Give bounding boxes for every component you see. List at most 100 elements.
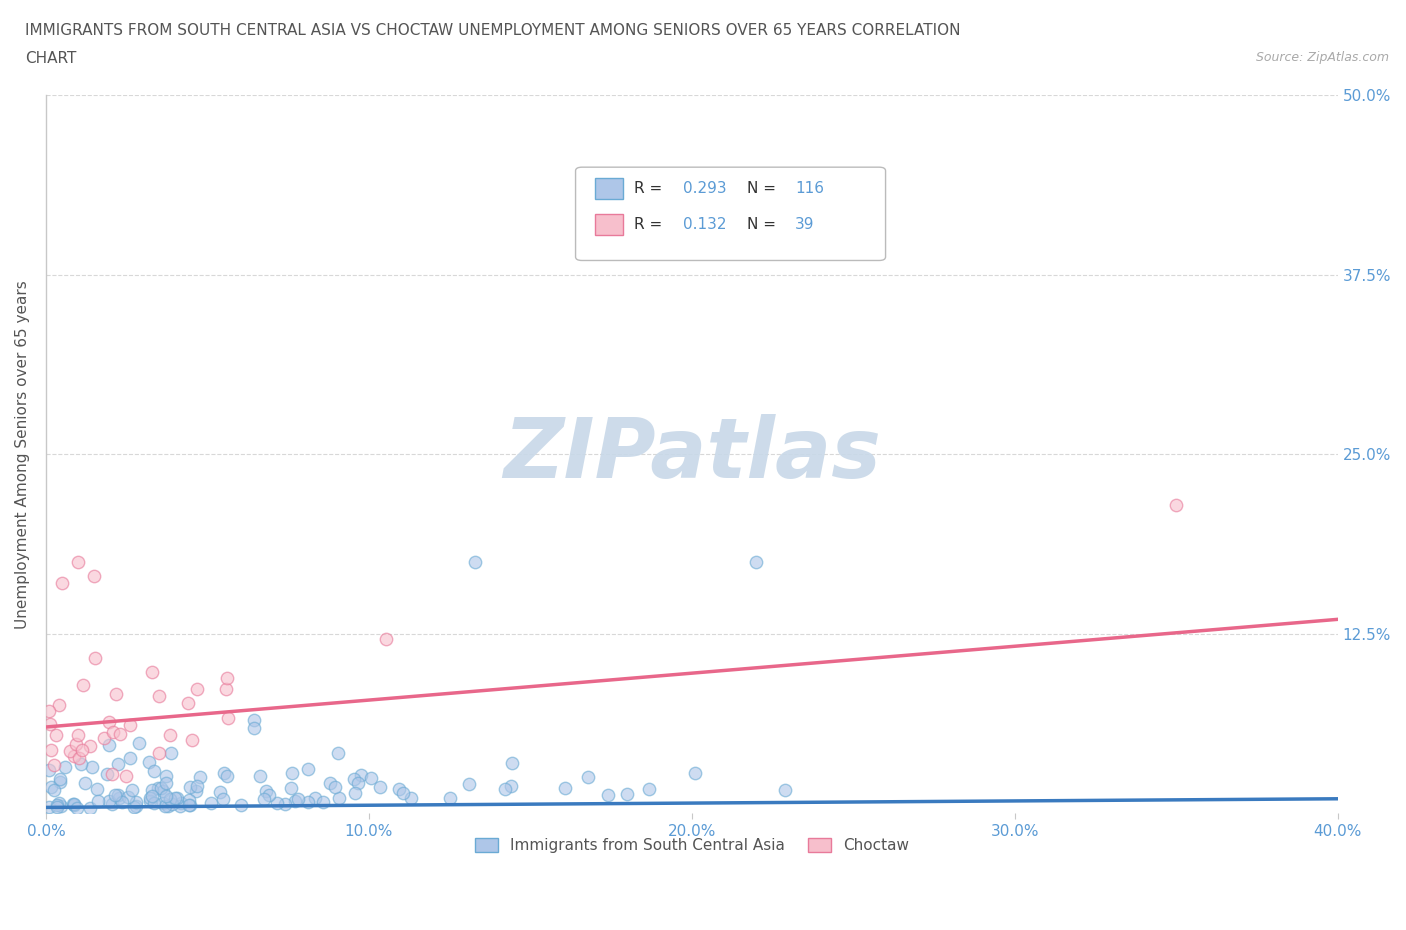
Point	[150, 781, 173, 796]
Point	[38, 763, 60, 777]
Point	[159, 791, 181, 806]
Text: IMMIGRANTS FROM SOUTH CENTRAL ASIA VS CHOCTAW UNEMPLOYMENT AMONG SENIORS OVER 65: IMMIGRANTS FROM SOUTH CENTRAL ASIA VS CH…	[25, 23, 960, 38]
Point	[38, 799, 60, 814]
Text: Source: ZipAtlas.com: Source: ZipAtlas.com	[1256, 51, 1389, 64]
Point	[160, 796, 183, 811]
Point	[323, 780, 346, 795]
Point	[97, 737, 120, 752]
Point	[105, 686, 128, 701]
Point	[598, 787, 620, 802]
Point	[101, 724, 124, 739]
Point	[67, 554, 90, 569]
Point	[87, 794, 110, 809]
Point	[350, 767, 373, 782]
Legend: Immigrants from South Central Asia, Choctaw: Immigrants from South Central Asia, Choc…	[468, 832, 915, 859]
Point	[208, 785, 231, 800]
Point	[326, 745, 349, 760]
Point	[143, 796, 166, 811]
Point	[141, 783, 163, 798]
Point	[51, 799, 73, 814]
Point	[368, 779, 391, 794]
Point	[120, 751, 142, 766]
Point	[141, 789, 163, 804]
Point	[100, 767, 122, 782]
Point	[458, 777, 481, 791]
Point	[86, 781, 108, 796]
Point	[49, 772, 72, 787]
Point	[401, 790, 423, 805]
Point	[82, 759, 104, 774]
Point	[212, 791, 235, 806]
Point	[46, 799, 69, 814]
Point	[180, 733, 202, 748]
Point	[141, 665, 163, 680]
Point	[179, 779, 201, 794]
Point	[42, 783, 65, 798]
Point	[501, 756, 523, 771]
Point	[53, 760, 76, 775]
Point	[169, 798, 191, 813]
Point	[115, 769, 138, 784]
Point	[104, 788, 127, 803]
Text: 0.132: 0.132	[683, 217, 727, 232]
Point	[48, 795, 70, 810]
Point	[179, 798, 201, 813]
Point	[83, 569, 105, 584]
Point	[45, 728, 67, 743]
Point	[155, 789, 177, 804]
Text: R =: R =	[634, 217, 666, 232]
Point	[637, 781, 659, 796]
Point	[499, 778, 522, 793]
Point	[44, 758, 66, 773]
Point	[284, 794, 307, 809]
Point	[157, 798, 180, 813]
Point	[39, 743, 62, 758]
Point	[249, 769, 271, 784]
Point	[84, 650, 107, 665]
Point	[48, 698, 70, 712]
FancyBboxPatch shape	[595, 214, 623, 235]
Point	[73, 776, 96, 790]
Text: N =: N =	[748, 181, 782, 196]
Point	[65, 737, 87, 751]
Point	[67, 751, 90, 765]
Point	[139, 793, 162, 808]
Point	[146, 780, 169, 795]
Point	[152, 795, 174, 810]
Text: 0.293: 0.293	[683, 181, 727, 196]
Point	[387, 781, 409, 796]
Point	[45, 798, 67, 813]
Point	[170, 795, 193, 810]
Point	[392, 786, 415, 801]
Point	[280, 781, 302, 796]
Point	[148, 688, 170, 703]
Point	[217, 711, 239, 725]
Point	[166, 791, 188, 806]
Point	[38, 704, 60, 719]
Point	[253, 791, 276, 806]
Point	[186, 778, 208, 793]
Point	[70, 742, 93, 757]
Point	[62, 748, 84, 763]
Point	[375, 631, 398, 646]
Point	[160, 745, 183, 760]
Point	[297, 762, 319, 777]
Point	[97, 793, 120, 808]
Point	[67, 727, 90, 742]
Point	[188, 770, 211, 785]
Point	[159, 727, 181, 742]
Point	[98, 715, 121, 730]
Point	[118, 717, 141, 732]
Point	[51, 576, 73, 591]
Point	[39, 716, 62, 731]
Text: CHART: CHART	[25, 51, 77, 66]
Point	[745, 554, 768, 569]
Point	[215, 682, 238, 697]
Point	[117, 790, 139, 804]
Point	[328, 791, 350, 806]
Point	[107, 757, 129, 772]
Point	[494, 781, 516, 796]
Point	[107, 788, 129, 803]
Text: ZIPatlas: ZIPatlas	[503, 414, 880, 495]
Point	[101, 797, 124, 812]
